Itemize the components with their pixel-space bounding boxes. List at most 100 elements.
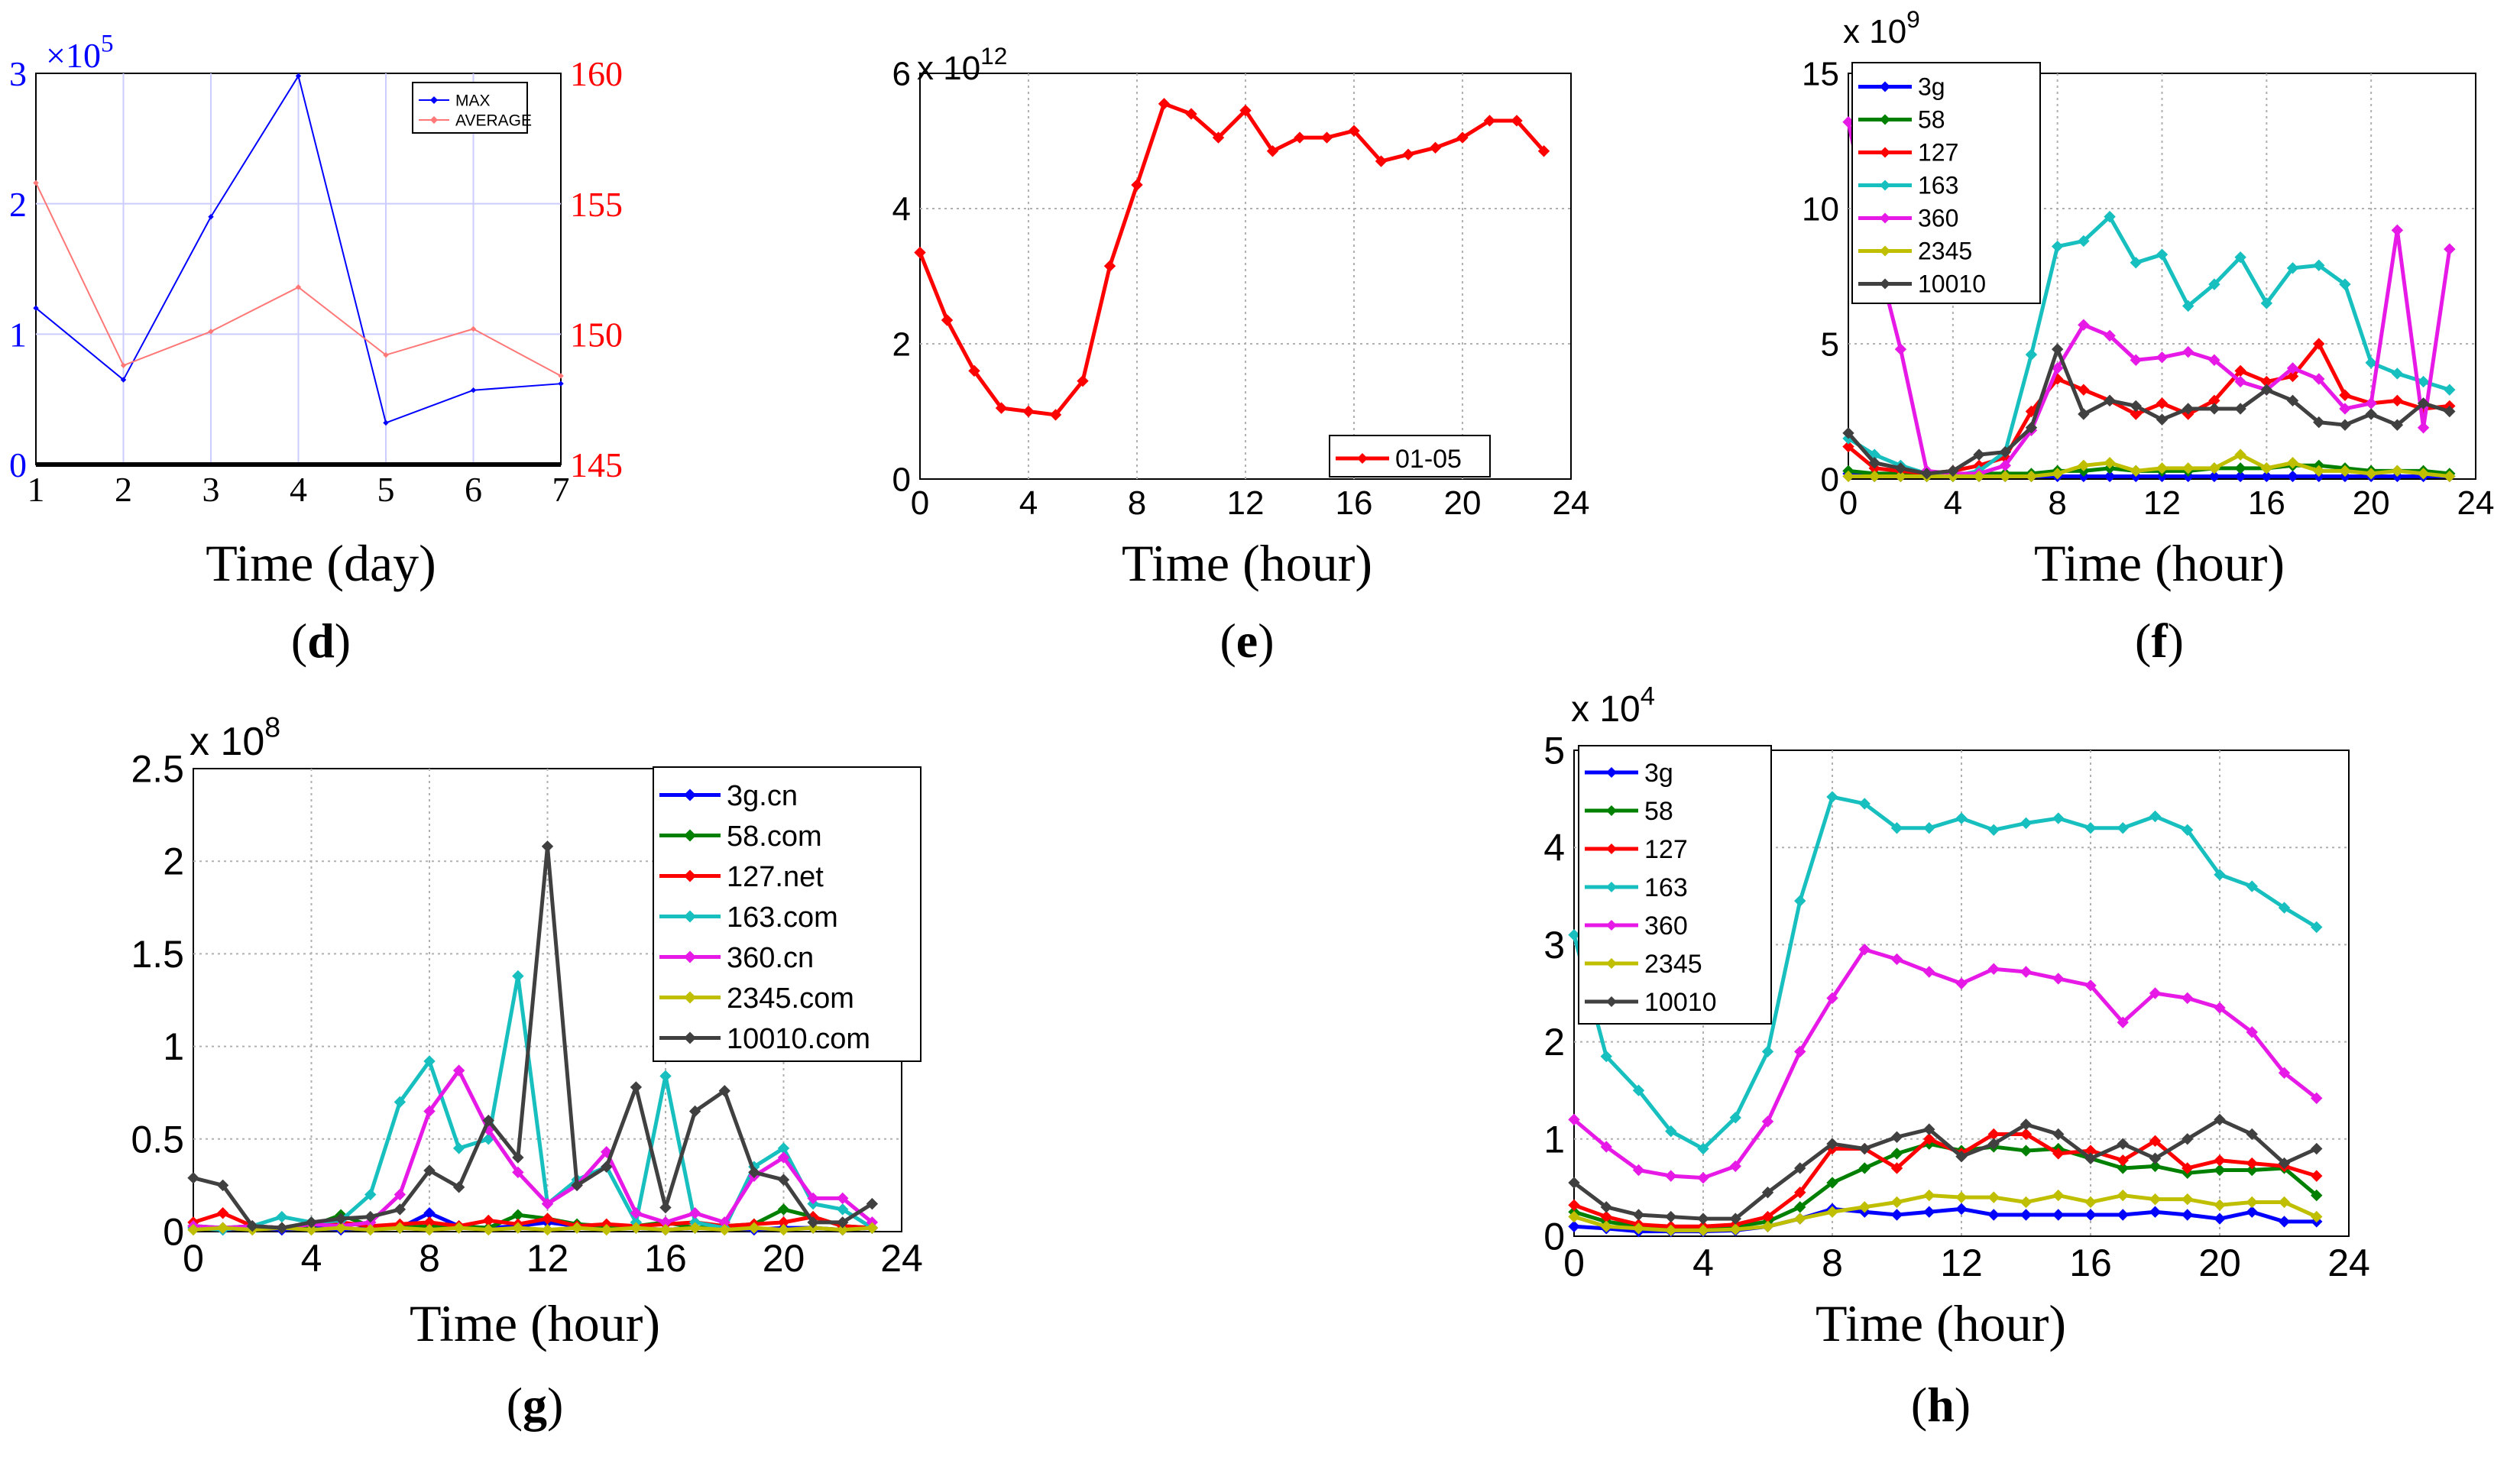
- data-point: [1923, 822, 1935, 834]
- data-point: [1185, 108, 1197, 120]
- x-tick-label: 20: [2353, 484, 2390, 522]
- data-point: [1858, 1142, 1871, 1155]
- x-tick-label: 16: [2069, 1242, 2112, 1284]
- data-point: [2156, 397, 2169, 410]
- data-point: [2117, 1162, 2129, 1174]
- data-point: [777, 1223, 790, 1236]
- data-point: [2182, 1133, 2194, 1145]
- data-point: [558, 373, 564, 379]
- data-point: [1665, 1170, 1677, 1182]
- data-point: [2051, 468, 2064, 480]
- data-point: [33, 305, 39, 311]
- data-point: [1890, 1209, 1903, 1221]
- y-tick-label: 2: [1543, 1021, 1565, 1064]
- data-point: [2278, 1157, 2291, 1170]
- data-point: [1761, 1220, 1774, 1232]
- data-point: [1955, 1203, 1968, 1216]
- data-point: [2052, 812, 2065, 824]
- data-point: [2149, 1152, 2162, 1164]
- data-point: [541, 1197, 554, 1210]
- data-point: [2339, 389, 2351, 401]
- data-point: [1890, 1148, 1903, 1160]
- legend-marker: [1606, 958, 1617, 969]
- data-point: [541, 840, 554, 853]
- data-point: [837, 1216, 849, 1229]
- y-tick-label: 0: [9, 445, 27, 484]
- data-point: [2078, 235, 2090, 248]
- data-point: [1842, 440, 1854, 453]
- data-point: [1987, 963, 2000, 975]
- data-point: [1568, 1177, 1580, 1189]
- axis-multiplier: x 1012: [917, 42, 1007, 87]
- y2-tick-label: 145: [570, 445, 623, 484]
- data-point: [120, 377, 127, 383]
- legend-marker: [1606, 920, 1617, 931]
- data-point: [1794, 1213, 1806, 1225]
- data-point: [748, 1222, 760, 1234]
- legend-label: 127: [1644, 835, 1688, 864]
- data-point: [2025, 405, 2038, 418]
- data-point: [1955, 977, 1968, 989]
- data-point: [995, 402, 1008, 414]
- data-point: [2234, 375, 2246, 388]
- data-point: [2149, 1206, 2162, 1218]
- data-point: [2156, 462, 2169, 474]
- data-point: [2391, 394, 2404, 407]
- x-tick-label: 8: [1128, 484, 1146, 522]
- data-point: [1103, 260, 1116, 272]
- legend-marker: [1606, 843, 1617, 854]
- series-line-163: [1572, 795, 2318, 1151]
- data-point: [2311, 1092, 2323, 1105]
- data-point: [1483, 115, 1496, 127]
- data-point: [1600, 1220, 1612, 1232]
- data-point: [718, 1085, 730, 1097]
- data-point: [2182, 345, 2194, 358]
- data-point: [1402, 148, 1414, 160]
- data-point: [1239, 104, 1252, 117]
- data-point: [2020, 1145, 2033, 1157]
- x-tick-label: 8: [419, 1237, 440, 1280]
- x-tick-label: 0: [1563, 1242, 1585, 1284]
- data-point: [1022, 405, 1035, 418]
- data-point: [482, 1223, 494, 1236]
- data-point: [2339, 278, 2351, 290]
- data-point: [2246, 1206, 2258, 1218]
- y-tick-label: 2: [9, 185, 27, 224]
- data-point: [1890, 953, 1903, 966]
- panel-label: (g): [507, 1378, 564, 1432]
- data-point: [512, 1222, 524, 1234]
- y-tick-label: 4: [1543, 827, 1565, 869]
- data-point: [1212, 131, 1225, 144]
- data-point: [216, 1222, 229, 1234]
- data-point: [1158, 98, 1171, 110]
- data-point: [246, 1220, 258, 1232]
- data-point: [2313, 465, 2325, 478]
- data-point: [2444, 405, 2456, 418]
- legend-marker: [684, 910, 696, 923]
- data-point: [2078, 459, 2090, 472]
- data-point: [2286, 370, 2299, 383]
- data-point: [1568, 928, 1580, 941]
- legend-marker: [684, 991, 696, 1004]
- x-tick-label: 12: [2143, 484, 2181, 522]
- data-point: [1890, 822, 1903, 834]
- data-point: [748, 1166, 760, 1179]
- data-point: [2104, 457, 2116, 469]
- data-point: [216, 1179, 229, 1192]
- data-point: [1923, 966, 1935, 978]
- data-point: [2117, 1138, 2129, 1150]
- data-point: [2208, 470, 2220, 483]
- x-tick-label: 16: [2248, 484, 2285, 522]
- panel-d: 1 2 3 4 5 6 70123145150155160×105MAXAVERAGETim…: [9, 29, 623, 668]
- legend-label: 01-05: [1395, 445, 1462, 474]
- data-point: [1894, 343, 1907, 355]
- y-tick-label: 0: [163, 1211, 184, 1254]
- y-tick-label: 1: [163, 1025, 184, 1068]
- data-point: [2339, 403, 2351, 415]
- data-point: [2208, 354, 2220, 366]
- data-point: [1842, 470, 1854, 483]
- data-point: [2117, 822, 2129, 834]
- data-point: [2104, 470, 2116, 483]
- data-point: [1729, 1223, 1741, 1235]
